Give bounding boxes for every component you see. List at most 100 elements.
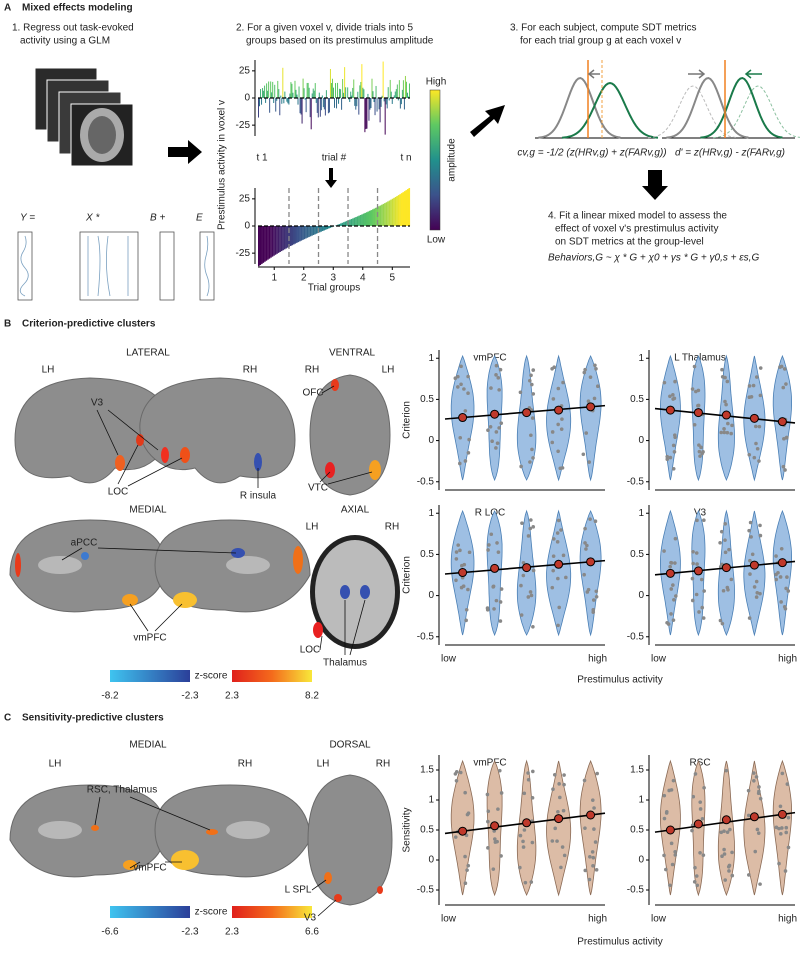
trial-bar [299, 98, 301, 114]
region-label: LOC [108, 487, 129, 498]
trial-bar [359, 85, 361, 98]
trial-bar [304, 98, 306, 100]
sorted-bar [358, 215, 360, 226]
sorted-bar [337, 224, 339, 226]
y-tick-label: -25 [236, 120, 251, 131]
subject-dot [463, 854, 467, 859]
y-axis-label: Criterion [402, 401, 413, 439]
subject-dot [550, 585, 555, 590]
step-text: effect of voxel v's prestimulus activity [555, 224, 718, 235]
sorted-bar [355, 216, 357, 226]
subject-dot [698, 850, 702, 855]
sorted-bar [327, 226, 330, 229]
subject-dot [669, 587, 674, 591]
subject-dot [458, 435, 463, 440]
subject-dot [696, 403, 701, 408]
sorted-bar [356, 216, 359, 226]
subject-dot [781, 385, 786, 390]
sorted-bar [372, 209, 374, 226]
z-colorbar-neg [110, 670, 190, 682]
subject-dot [701, 616, 706, 620]
subject-dot [521, 845, 526, 849]
x-end-label: low [651, 654, 667, 665]
y-tick-label: 0 [244, 93, 250, 104]
trial-bar [277, 80, 279, 98]
trial-bar [366, 98, 368, 129]
trial-bar [407, 96, 409, 98]
subject-dot [718, 618, 723, 623]
subject-dot [495, 839, 499, 844]
step-text: activity using a GLM [20, 36, 110, 47]
hemisphere-label: RH [376, 759, 390, 770]
sorted-bar [285, 226, 287, 249]
subject-dot [727, 547, 731, 552]
brain-dorsal [307, 774, 393, 906]
trial-bar [347, 87, 349, 98]
trial-bar [363, 89, 365, 98]
y-tick-label: 1.5 [630, 765, 644, 776]
subject-dot [750, 552, 755, 557]
sorted-bar [273, 226, 275, 256]
subject-dot [758, 523, 762, 528]
trial-bar [367, 93, 369, 98]
subject-dot [754, 441, 758, 446]
chart-title: RSC [689, 758, 710, 769]
sorted-bar [400, 193, 403, 226]
subject-dot [592, 396, 597, 401]
violin [717, 760, 735, 897]
subject-dot [456, 374, 460, 379]
trial-bar [312, 88, 314, 98]
subject-dot [753, 424, 758, 429]
trial-bar [381, 95, 383, 98]
sorted-bar [344, 221, 347, 226]
hemisphere-label: LH [317, 759, 330, 770]
group-mean [693, 408, 703, 418]
step-text: 1. Regress out task-evoked [12, 23, 134, 34]
sorted-bar [296, 226, 298, 243]
trial-bar [390, 91, 392, 98]
trial-bar [365, 98, 367, 129]
subject-dot [556, 810, 560, 814]
subject-dot [528, 526, 533, 531]
subject-dot [530, 416, 535, 420]
subject-dot [595, 384, 600, 388]
subject-dot [496, 807, 500, 811]
trial-bar [316, 98, 318, 113]
sorted-bar [286, 226, 289, 248]
group-mean [490, 821, 500, 831]
subject-dot [779, 600, 783, 604]
trial-bar [395, 89, 397, 98]
trial-bar [283, 98, 285, 104]
subject-dot [757, 789, 761, 794]
subject-dot [519, 464, 523, 469]
subject-dot [584, 547, 588, 551]
y-tick-label: 1 [638, 353, 644, 364]
trial-bar [345, 87, 347, 98]
subject-dot [531, 624, 535, 629]
sorted-bar [387, 201, 389, 226]
glm-term: E [196, 213, 203, 224]
subject-dot [561, 553, 566, 558]
subject-dot [747, 395, 752, 400]
subject-dot [555, 531, 560, 535]
subject-dot [673, 561, 677, 565]
subject-dot [673, 379, 677, 384]
group-mean [522, 818, 532, 828]
sorted-bar [402, 192, 404, 226]
trial-bar [267, 90, 269, 98]
sorted-bar [408, 188, 411, 226]
subject-dot [558, 795, 562, 800]
subject-dot [463, 790, 467, 795]
sorted-bar [330, 226, 333, 228]
subject-dot [722, 430, 727, 435]
trial-bar [307, 82, 309, 98]
subject-dot [494, 430, 499, 434]
sorted-bar [259, 226, 262, 266]
subject-dot [591, 864, 595, 868]
subject-dot [785, 782, 790, 786]
panel-letter: B [4, 319, 11, 330]
subject-dot [747, 384, 752, 388]
subject-dot [702, 785, 706, 790]
chart-title: vmPFC [473, 758, 506, 769]
chart-title: V3 [694, 508, 707, 519]
